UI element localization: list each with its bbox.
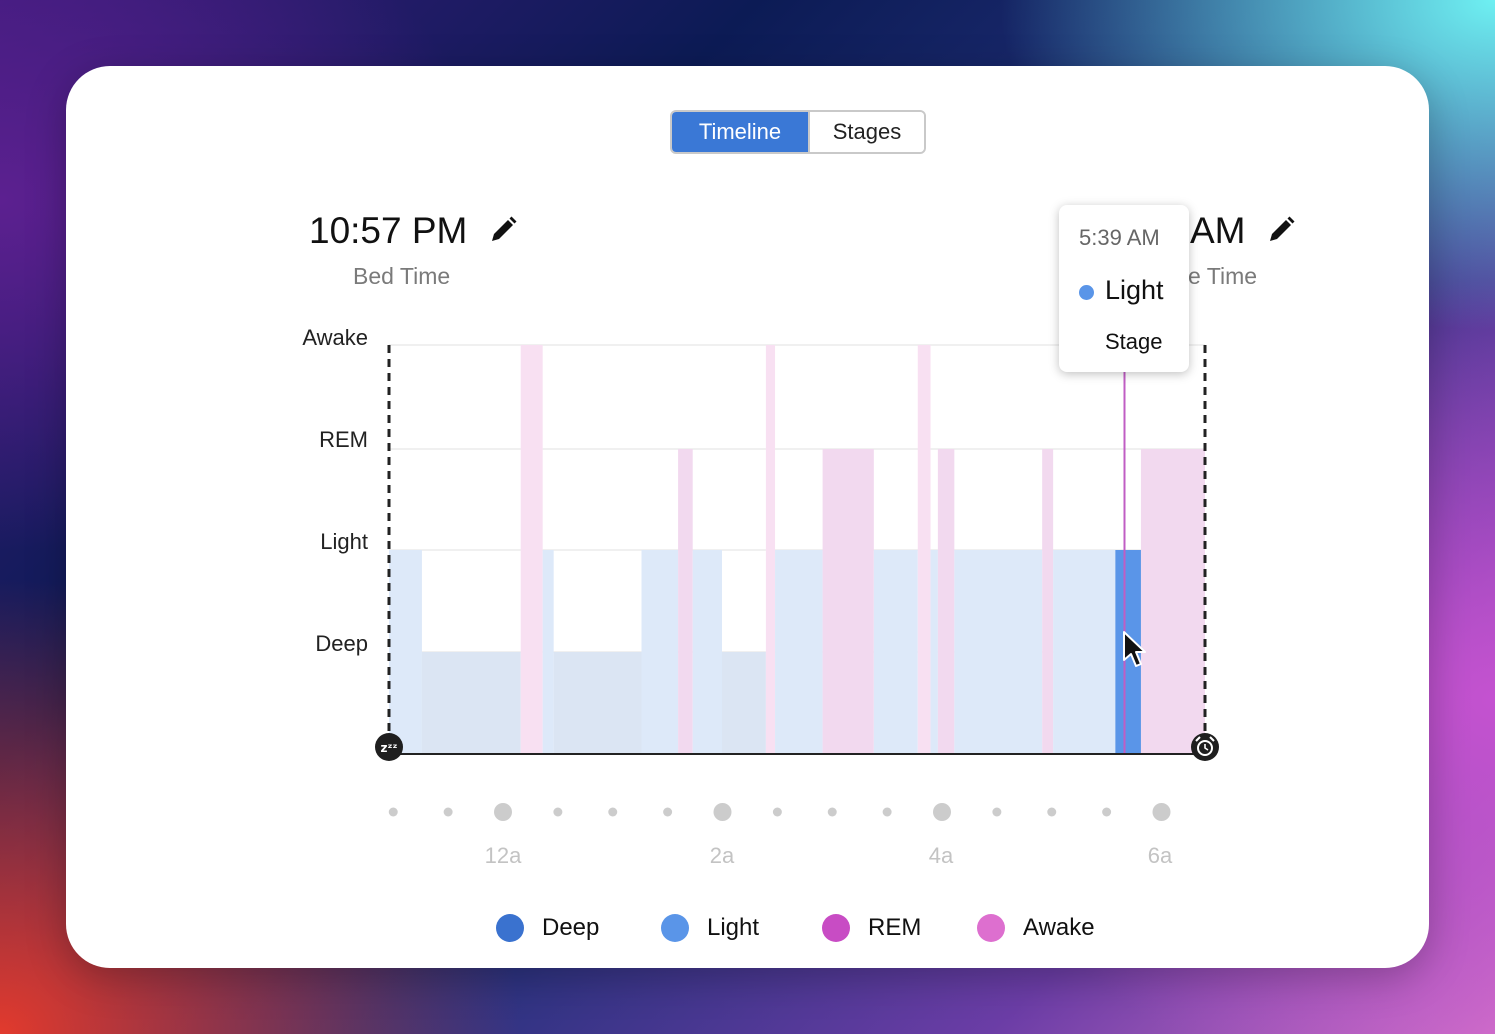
x-tick-dot-minor	[992, 807, 1002, 817]
x-tick-dot-minor	[1047, 807, 1057, 817]
bed-time-label: Bed Time	[353, 263, 451, 289]
legend-swatch	[496, 914, 524, 942]
y-tick-label-light: Light	[320, 529, 368, 554]
stage-segment-rem[interactable]	[937, 449, 955, 754]
legend-label: Deep	[542, 914, 600, 941]
wake-time-label: e Time	[1188, 263, 1258, 289]
legend-label: Awake	[1023, 914, 1095, 941]
stage-segment-rem[interactable]	[822, 449, 874, 754]
stage-segment-awake[interactable]	[520, 345, 543, 754]
bed-time-value: 10:57 PM	[309, 210, 468, 251]
bed-time-block: 10:57 PM	[309, 208, 518, 256]
view-toggle: Timeline Stages	[670, 110, 926, 154]
wake-time-value: AM	[1190, 210, 1246, 251]
stage-segment-light[interactable]	[1053, 550, 1116, 754]
legend-swatch	[822, 914, 850, 942]
x-tick-label: 2a	[709, 843, 735, 868]
stage-segment-awake[interactable]	[917, 345, 931, 754]
stage-segment-light[interactable]	[389, 550, 422, 754]
x-tick-label: 12a	[484, 843, 522, 868]
stage-segment-light[interactable]	[930, 550, 938, 754]
tab-stages[interactable]: Stages	[808, 112, 924, 152]
stage-segment-deep[interactable]	[721, 652, 766, 754]
legend-label: Light	[707, 914, 760, 941]
x-tick-dot-minor	[1102, 807, 1112, 817]
pencil-icon[interactable]	[488, 210, 518, 256]
tooltip-dot	[1079, 285, 1094, 300]
x-tick-dot-minor	[772, 807, 782, 817]
y-tick-label-awake: Awake	[302, 325, 368, 350]
legend-swatch	[661, 914, 689, 942]
stage-segment-rem[interactable]	[1140, 449, 1205, 754]
stage-segment-light[interactable]	[641, 550, 679, 754]
tooltip-time: 5:39 AM	[1079, 225, 1160, 250]
wake-time-block: AM	[1190, 208, 1296, 256]
x-tick-dot-minor	[608, 807, 618, 817]
chart-legend: Deep Light REM Awake	[0, 910, 1495, 946]
x-tick-label: 4a	[928, 843, 954, 868]
legend-label: REM	[868, 914, 922, 941]
stage-segment-deep[interactable]	[553, 652, 642, 754]
pencil-icon[interactable]	[1266, 210, 1296, 256]
x-tick-dot-minor	[443, 807, 453, 817]
y-tick-label-deep: Deep	[315, 631, 368, 656]
legend-item-deep[interactable]: Deep	[496, 910, 599, 946]
y-tick-label-rem: REM	[319, 427, 368, 452]
x-tick-dot-major	[933, 803, 951, 821]
stage-segment-deep[interactable]	[421, 652, 521, 754]
stage-segment-rem[interactable]	[678, 449, 693, 754]
x-tick-dot-minor	[882, 807, 892, 817]
alarm-clock-icon[interactable]	[1191, 733, 1219, 761]
stage-segment-light[interactable]	[692, 550, 722, 754]
stage-segment-light[interactable]	[542, 550, 554, 754]
stage-segment-awake[interactable]	[765, 345, 776, 754]
x-tick-label: 6a	[1147, 843, 1173, 868]
stage-segment-light[interactable]	[873, 550, 918, 754]
tab-timeline[interactable]: Timeline	[672, 112, 808, 152]
x-tick-dot-major	[494, 803, 512, 821]
x-tick-dot-minor	[553, 807, 563, 817]
stage-segment-light[interactable]	[775, 550, 823, 754]
x-tick-dot-minor	[663, 807, 673, 817]
mouse-pointer-icon	[1123, 631, 1146, 667]
x-tick-dot-major	[713, 803, 732, 821]
svg-text:zᶻᶻ: zᶻᶻ	[380, 741, 397, 755]
x-tick-dot-minor	[827, 807, 837, 817]
legend-item-rem[interactable]: REM	[822, 910, 921, 946]
hover-tooltip: 5:39 AM Light Stage	[1059, 205, 1189, 372]
sleep-zzz-icon[interactable]: zᶻᶻ	[375, 733, 403, 761]
x-tick-dot-major	[1152, 803, 1171, 821]
tooltip-subtitle: Stage	[1105, 329, 1163, 354]
stage-segment-light[interactable]	[954, 550, 1043, 754]
tooltip-stage: Light	[1105, 275, 1164, 305]
x-tick-dot-minor	[388, 807, 398, 817]
stage-segment-rem[interactable]	[1042, 449, 1054, 754]
legend-item-awake[interactable]: Awake	[977, 910, 1095, 946]
legend-swatch	[977, 914, 1005, 942]
legend-item-light[interactable]: Light	[661, 910, 759, 946]
